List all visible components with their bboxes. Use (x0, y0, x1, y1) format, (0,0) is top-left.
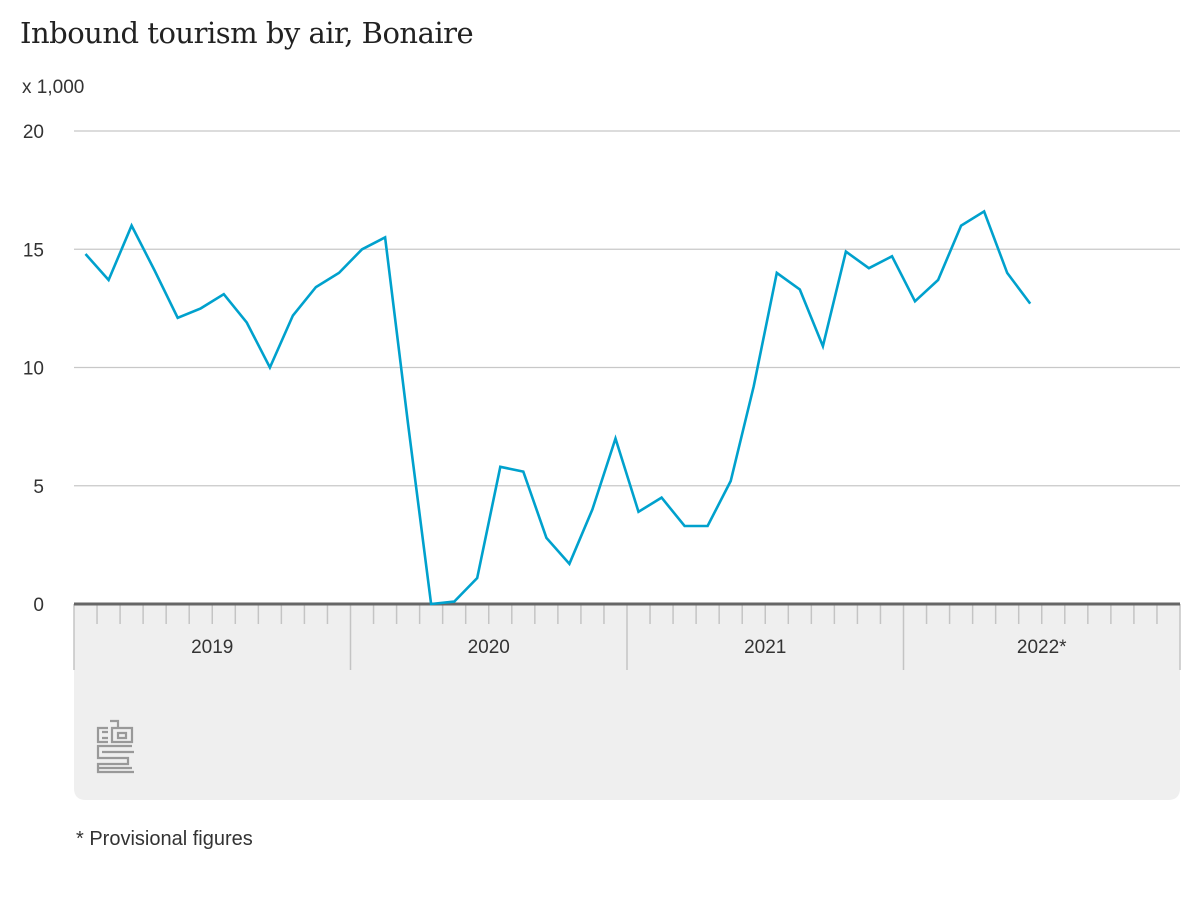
footnote: * Provisional figures (76, 828, 253, 850)
x-group-label: 2019 (191, 637, 233, 658)
chart-title: Inbound tourism by air, Bonaire (20, 16, 474, 50)
y-tick-label: 0 (33, 595, 44, 616)
y-tick-label: 20 (23, 122, 44, 143)
y-axis-unit-label: x 1,000 (22, 77, 85, 98)
x-group-label: 2020 (468, 637, 510, 658)
x-group-label: 2022* (1017, 637, 1067, 658)
y-tick-label: 15 (23, 240, 44, 261)
x-group-label: 2021 (744, 637, 786, 658)
series-line (84, 209, 1032, 606)
cbs-logo (96, 719, 134, 774)
y-tick-label: 5 (33, 477, 44, 498)
y-tick-label: 10 (23, 359, 44, 380)
